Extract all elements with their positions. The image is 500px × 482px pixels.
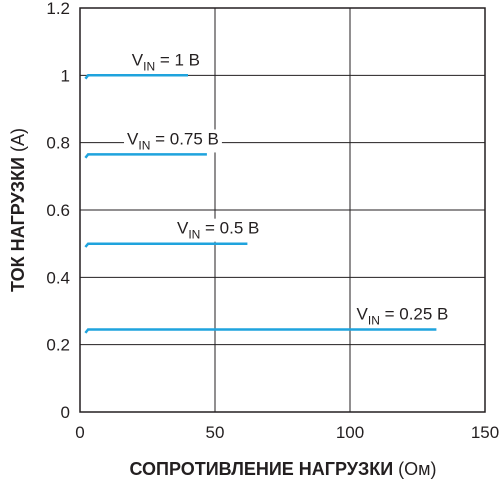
series-label: VIN = 1 В bbox=[132, 50, 200, 73]
series-line bbox=[84, 242, 248, 248]
x-tick-labels: 0 50 100 150 bbox=[75, 423, 499, 442]
y-axis-label-main: ТОК НАГРУЗКИ bbox=[8, 157, 28, 292]
series-label-bg bbox=[124, 129, 222, 153]
series-label-sub: IN bbox=[138, 138, 150, 152]
x-tick-label: 150 bbox=[471, 423, 499, 442]
series-line bbox=[84, 74, 188, 80]
x-tick-label: 100 bbox=[336, 423, 364, 442]
series-label: VIN = 0.5 В bbox=[177, 219, 259, 242]
y-axis-label: ТОК НАГРУЗКИ (А) bbox=[8, 128, 28, 292]
series-label-group: VIN = 1 В bbox=[128, 50, 203, 74]
x-axis-label: СОПРОТИВЛЕНИЕ НАГРУЗКИ (Ом) bbox=[129, 459, 436, 479]
series-label-sub: IN bbox=[143, 59, 155, 73]
series-label: VIN = 0.75 В bbox=[127, 129, 219, 152]
y-tick-label: 1 bbox=[61, 66, 70, 85]
x-tick-label: 50 bbox=[206, 423, 225, 442]
y-tick-label: 0 bbox=[61, 403, 70, 422]
series-label-v: V bbox=[127, 129, 139, 148]
series-label-bg bbox=[128, 50, 203, 74]
series-label-v: V bbox=[357, 305, 369, 324]
series-line bbox=[84, 153, 207, 159]
x-axis-label-unit: (Ом) bbox=[398, 459, 436, 479]
series-label-sub: IN bbox=[368, 314, 380, 328]
y-axis-label-unit: (А) bbox=[8, 128, 28, 152]
y-tick-label: 0.6 bbox=[46, 201, 70, 220]
series-label-sub: IN bbox=[188, 228, 200, 242]
series-label-group: VIN = 0.25 В bbox=[353, 304, 452, 328]
y-tick-label: 0.4 bbox=[46, 268, 70, 287]
series-label-bg bbox=[353, 304, 452, 328]
series-label-value: = 0.5 В bbox=[200, 219, 259, 238]
series-label-v: V bbox=[177, 219, 189, 238]
series-label-bg bbox=[173, 218, 263, 242]
x-axis-label-main: СОПРОТИВЛЕНИЕ НАГРУЗКИ bbox=[129, 459, 393, 479]
y-tick-label: 0.2 bbox=[46, 336, 70, 355]
plot-frame bbox=[79, 7, 486, 413]
x-tick-label: 0 bbox=[75, 423, 84, 442]
series-label: VIN = 0.25 В bbox=[357, 305, 449, 328]
series-line bbox=[84, 328, 437, 334]
series-label-v: V bbox=[132, 50, 144, 69]
series-label-value: = 1 В bbox=[155, 50, 200, 69]
y-tick-label: 0.8 bbox=[46, 134, 70, 153]
series-label-group: VIN = 0.75 В bbox=[124, 129, 222, 153]
series-label-value: = 0.75 В bbox=[150, 129, 219, 148]
y-tick-labels: 0 0.2 0.4 0.6 0.8 1 1.2 bbox=[46, 0, 70, 422]
y-tick-label: 1.2 bbox=[46, 0, 70, 18]
series-label-value: = 0.25 В bbox=[380, 305, 449, 324]
series-label-group: VIN = 0.5 В bbox=[173, 218, 263, 242]
